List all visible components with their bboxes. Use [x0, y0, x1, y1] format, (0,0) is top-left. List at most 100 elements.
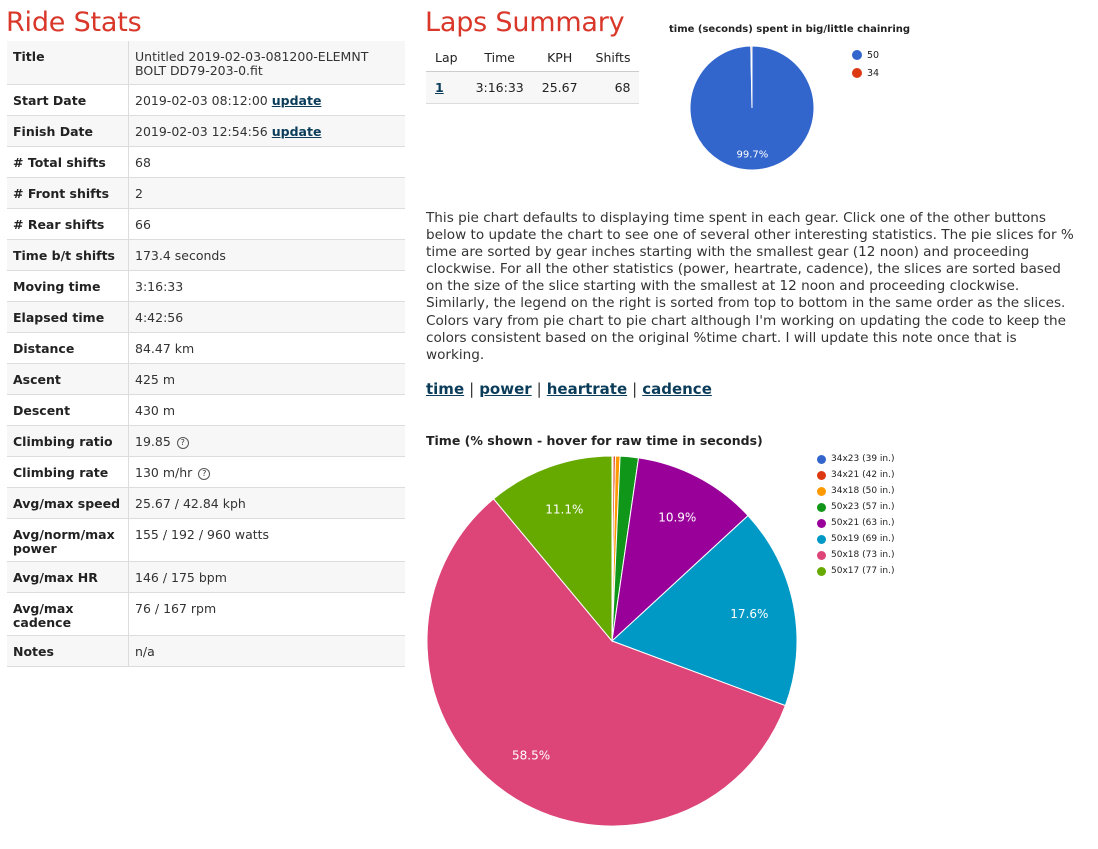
stat-row: Avg/max cadence 76 / 167 rpm: [7, 592, 405, 636]
stat-value-text: 173.4 seconds: [135, 247, 226, 263]
stat-label: # Total shifts: [7, 146, 129, 178]
legend-item-50x17-77-in[interactable]: 50x17 (77 in.): [817, 563, 895, 579]
stat-label: Start Date: [7, 84, 129, 116]
metric-link-time[interactable]: time: [426, 380, 465, 398]
stat-label: Avg/max cadence: [7, 592, 129, 636]
metric-link-heartrate[interactable]: heartrate: [546, 380, 628, 398]
laps-header-time: Time: [466, 44, 533, 72]
legend-label: 50x18 (73 in.): [831, 550, 895, 560]
chainring-pie-chart[interactable]: 99.7%: [688, 44, 818, 174]
laps-summary-table: Lap Time KPH Shifts 1 3:16:33 25.67 68: [426, 44, 640, 104]
pie-slice-50x17-77-in[interactable]: [492, 455, 613, 643]
stat-label: Elapsed time: [7, 301, 129, 333]
metric-link-power[interactable]: power: [479, 380, 532, 398]
stat-row: Finish Date 2019-02-03 12:54:56 update: [7, 115, 405, 147]
stat-label: Avg/max speed: [7, 487, 129, 519]
legend-item-34x21-42-in[interactable]: 34x21 (42 in.): [817, 467, 895, 483]
stat-label: Descent: [7, 394, 129, 426]
stat-label: # Front shifts: [7, 177, 129, 209]
legend-item-34[interactable]: 34: [852, 64, 879, 82]
stat-label: Distance: [7, 332, 129, 364]
stat-value: 130 m/hr ?: [128, 456, 405, 488]
metric-link-cadence[interactable]: cadence: [642, 380, 712, 398]
stat-row: Elapsed time 4:42:56: [7, 301, 405, 333]
legend-item-50x18-73-in[interactable]: 50x18 (73 in.): [817, 547, 895, 563]
stat-value-text: 4:42:56: [135, 309, 184, 325]
stat-value-text: 2019-02-03 08:12:00: [135, 92, 268, 108]
legend-item-34x18-50-in[interactable]: 34x18 (50 in.): [817, 483, 895, 499]
stat-value-text: 76 / 167 rpm: [135, 600, 217, 616]
stat-label: Time b/t shifts: [7, 239, 129, 271]
legend-swatch: [817, 518, 826, 528]
ride-stats-table: Title Untitled 2019-02-03-081200-ELEMNT B…: [7, 41, 405, 667]
stat-value: 25.67 / 42.84 kph: [128, 487, 405, 519]
stat-value: 425 m: [128, 363, 405, 395]
gear-time-pie-chart[interactable]: 10.9% 17.6% 58.5% 11.1%: [422, 451, 804, 833]
stat-value: 173.4 seconds: [128, 239, 405, 271]
lap-row: 1 3:16:33 25.67 68: [426, 71, 640, 104]
stat-value: 76 / 167 rpm: [128, 592, 405, 636]
link-separator: |: [536, 380, 542, 398]
stat-value: 430 m: [128, 394, 405, 426]
stat-value-text: 19.85: [135, 433, 171, 449]
stat-row: # Total shifts 68: [7, 146, 405, 178]
stat-value-text: 146 / 175 bpm: [135, 569, 227, 585]
legend-label: 50x19 (69 in.): [831, 534, 895, 544]
stat-label: Notes: [7, 635, 129, 667]
stat-label: Climbing rate: [7, 456, 129, 488]
pie-label-50x21-63-in: 10.9%: [658, 510, 696, 524]
link-separator: |: [632, 380, 638, 398]
lap-lap: 1: [426, 71, 467, 104]
stat-value: 4:42:56: [128, 301, 405, 333]
stat-value: 3:16:33: [128, 270, 405, 302]
help-icon[interactable]: ?: [176, 436, 189, 449]
stat-row: Descent 430 m: [7, 394, 405, 426]
legend-item-50x23-57-in[interactable]: 50x23 (57 in.): [817, 499, 895, 515]
stat-row: Moving time 3:16:33: [7, 270, 405, 302]
stat-value-text: n/a: [135, 643, 155, 659]
stat-row: Start Date 2019-02-03 08:12:00 update: [7, 84, 405, 116]
update-link[interactable]: update: [271, 123, 322, 139]
pie-slice-50x18-73-in[interactable]: [426, 498, 786, 827]
stat-value: 19.85 ?: [128, 425, 405, 457]
legend-label: 50x23 (57 in.): [831, 502, 895, 512]
stat-label: Ascent: [7, 363, 129, 395]
stat-label: # Rear shifts: [7, 208, 129, 240]
help-icon[interactable]: ?: [198, 467, 211, 480]
legend-swatch: [817, 534, 826, 544]
legend-label: 34: [867, 67, 880, 79]
pie-label-50x18-73-in: 58.5%: [512, 748, 550, 762]
stat-value: Untitled 2019-02-03-081200-ELEMNT BOLT D…: [128, 41, 405, 85]
legend-swatch: [817, 502, 826, 512]
stat-row: Ascent 425 m: [7, 363, 405, 395]
legend-item-50[interactable]: 50: [852, 46, 879, 64]
legend-item-50x19-69-in[interactable]: 50x19 (69 in.): [817, 531, 895, 547]
legend-item-50x21-63-in[interactable]: 50x21 (63 in.): [817, 515, 895, 531]
update-link[interactable]: update: [271, 92, 322, 108]
laps-header-kph: KPH: [532, 44, 587, 72]
stat-value-text: 3:16:33: [135, 278, 184, 294]
stat-row: Avg/max HR 146 / 175 bpm: [7, 561, 405, 593]
legend-label: 34x21 (42 in.): [831, 470, 895, 480]
stat-value-text: 68: [135, 154, 151, 170]
lap-shifts: 68: [586, 71, 640, 104]
pie-slice-34[interactable]: [750, 45, 753, 109]
stat-value-text: 430 m: [135, 402, 176, 418]
stat-value-text: 2019-02-03 12:54:56: [135, 123, 268, 139]
stat-value-text: Untitled 2019-02-03-081200-ELEMNT BOLT D…: [135, 49, 369, 78]
stat-value-text: 84.47 km: [135, 340, 195, 356]
stat-value: 2019-02-03 08:12:00 update: [128, 84, 405, 116]
legend-label: 34x23 (39 in.): [831, 454, 895, 464]
stat-label: Avg/max HR: [7, 561, 129, 593]
legend-label: 34x18 (50 in.): [831, 486, 895, 496]
pie-slice-50x21-63-in[interactable]: [611, 457, 749, 643]
metric-links: time | power | heartrate | cadence: [426, 380, 712, 398]
chainring-chart-title: time (seconds) spent in big/little chain…: [669, 24, 911, 35]
lap-link[interactable]: 1: [435, 80, 444, 95]
stat-row: Avg/norm/max power 155 / 192 / 960 watts: [7, 518, 405, 562]
stat-row: Climbing rate 130 m/hr ?: [7, 456, 405, 488]
legend-item-34x23-39-in[interactable]: 34x23 (39 in.): [817, 451, 895, 467]
stat-value: 84.47 km: [128, 332, 405, 364]
stat-label: Avg/norm/max power: [7, 518, 129, 562]
legend-label: 50x21 (63 in.): [831, 518, 895, 528]
